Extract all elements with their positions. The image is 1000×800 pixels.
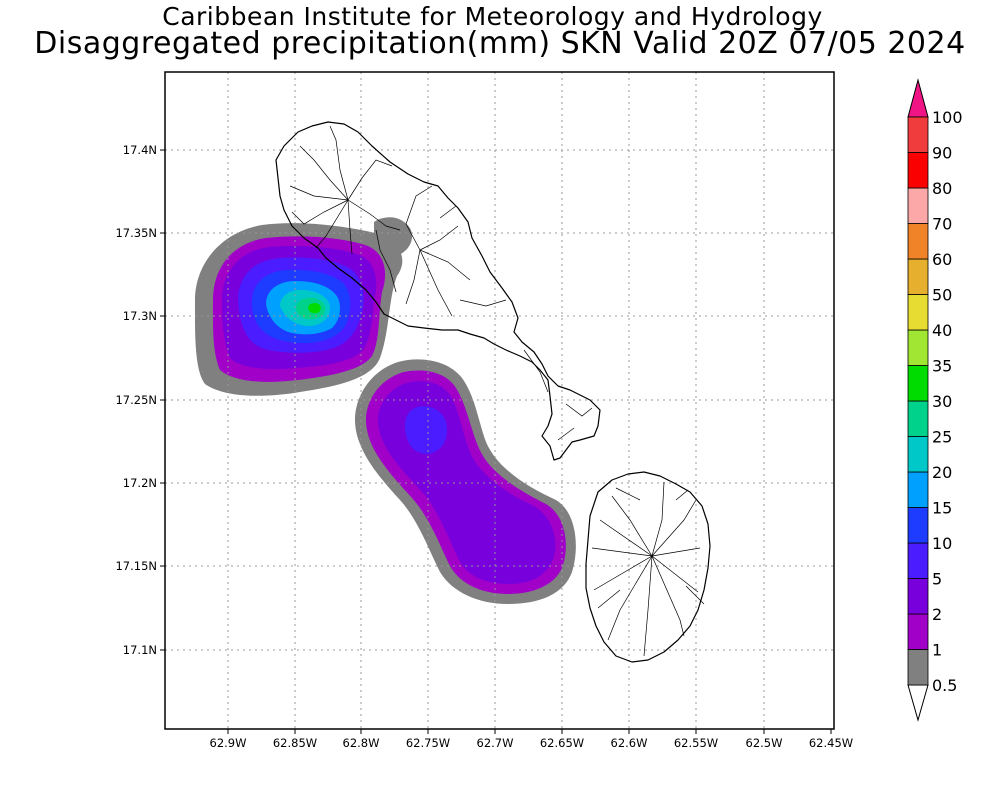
colorbar-label-15: 15 (932, 499, 952, 518)
colorbar-label-20: 20 (932, 463, 952, 482)
st-kitts-outline (275, 121, 601, 461)
lon-tick-label: 62.85W (273, 736, 317, 750)
colorbar-swatch-30 (907, 365, 929, 402)
colorbar-swatch-0.5 (907, 649, 929, 686)
colorbar-swatch-2 (907, 578, 929, 615)
colorbar-label-5: 5 (932, 570, 942, 589)
precip-cell-north (194, 217, 413, 396)
lat-tick-label: 17.2N (123, 476, 157, 490)
colorbar-swatch-90 (907, 116, 929, 153)
lat-tick-label: 17.25N (115, 393, 157, 407)
colorbar-swatch-10 (907, 507, 929, 544)
colorbar-label-35: 35 (932, 357, 952, 376)
lon-tick-label: 62.5W (746, 736, 783, 750)
colorbar-label-30: 30 (932, 392, 952, 411)
colorbar-label-90: 90 (932, 144, 952, 163)
lon-tick-label: 62.6W (611, 736, 648, 750)
colorbar-label-10: 10 (932, 534, 952, 553)
colorbar-label-25: 25 (932, 428, 952, 447)
nevis-outline (585, 471, 711, 663)
lon-tick-label: 62.8W (343, 736, 380, 750)
lon-tick-label: 62.45W (809, 736, 853, 750)
lat-tick-label: 17.15N (115, 559, 157, 573)
latitude-axis: 17.4N 17.35N 17.3N 17.25N 17.2N 17.15N 1… (115, 143, 157, 657)
drainage-network (289, 125, 705, 657)
colorbar-swatch-1 (907, 613, 929, 650)
colorbar-max-arrow (907, 78, 929, 118)
colorbar-label-60: 60 (932, 250, 952, 269)
colorbar-swatch-50 (907, 258, 929, 295)
colorbar-label-70: 70 (932, 215, 952, 234)
lat-tick-label: 17.3N (123, 309, 157, 323)
map-plot-area (164, 71, 835, 730)
colorbar-min-arrow (907, 684, 929, 722)
colorbar-swatch-25 (907, 400, 929, 437)
colorbar-swatch-35 (907, 329, 929, 366)
colorbar-label-40: 40 (932, 321, 952, 340)
lon-tick-label: 62.7W (477, 736, 514, 750)
colorbar-label-1: 1 (932, 641, 942, 660)
colorbar-label-50: 50 (932, 286, 952, 305)
colorbar-label-2: 2 (932, 605, 942, 624)
longitude-axis: 62.9W 62.85W 62.8W 62.75W 62.7W 62.65W 6… (210, 736, 854, 750)
title-institute: Caribbean Institute for Meteorology and … (162, 2, 823, 31)
grid-lines (165, 72, 834, 729)
colorbar-swatch-70 (907, 187, 929, 224)
colorbar-swatch-15 (907, 471, 929, 508)
lat-tick-label: 17.4N (123, 143, 157, 157)
lon-tick-label: 62.75W (406, 736, 450, 750)
lon-tick-label: 62.55W (674, 736, 718, 750)
colorbar-swatch-40 (907, 294, 929, 331)
colorbar-swatch-80 (907, 152, 929, 189)
colorbar-swatch-20 (907, 436, 929, 473)
lon-tick-label: 62.65W (540, 736, 584, 750)
lat-tick-label: 17.1N (123, 643, 157, 657)
colorbar-label-0.5: 0.5 (932, 676, 957, 695)
colorbar-swatch-5 (907, 542, 929, 579)
colorbar-label-80: 80 (932, 179, 952, 198)
title-product: Disaggregated precipitation(mm) SKN Vali… (34, 26, 966, 61)
lon-tick-label: 62.9W (210, 736, 247, 750)
island-outlines (275, 121, 711, 663)
axis-tick-marks (160, 149, 832, 734)
colorbar-label-100: 100 (932, 108, 963, 127)
lat-tick-label: 17.35N (115, 226, 157, 240)
colorbar-swatch-60 (907, 223, 929, 260)
